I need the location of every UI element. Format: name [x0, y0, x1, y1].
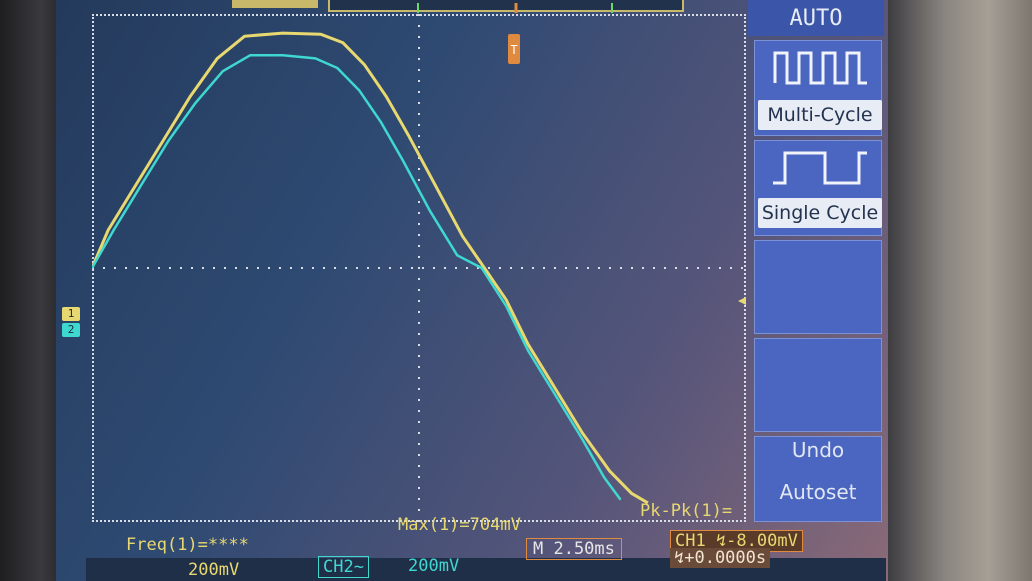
undo-label: Undo	[791, 438, 845, 462]
empty-menu-slot-2	[754, 338, 882, 432]
single-cycle-icon	[773, 151, 867, 185]
pkpk-measurement: Pk-Pk(1)=	[640, 501, 733, 521]
max-measurement: Max(1)=704mV	[398, 515, 521, 535]
side-menu: AUTO Multi-Cycle Single Cycle Undo Autos…	[748, 0, 884, 524]
grid-center-lines	[92, 14, 746, 522]
ch2-scale: 200mV	[408, 556, 460, 576]
trigger-readout: CH1 ↯-8.00mV	[670, 530, 803, 552]
run-status-indicator	[232, 0, 318, 8]
series-ch2-trace	[92, 54, 622, 501]
multi-cycle-icon	[773, 51, 867, 85]
trigger-offset-readout: ↯+0.0000s	[670, 548, 771, 568]
ch1-scale: 200mV	[188, 560, 240, 580]
series-ch1-trace	[92, 31, 649, 505]
waveform-traces	[92, 31, 649, 505]
empty-menu-slot-1	[754, 240, 882, 334]
autoset-label: Autoset	[779, 480, 857, 504]
ch2-ground-marker: 2	[62, 323, 80, 337]
undo-autoset-button[interactable]	[754, 436, 882, 522]
trigger-position-marker: T	[508, 34, 520, 64]
ch1-ground-marker: 1	[62, 307, 80, 321]
single-cycle-label[interactable]: Single Cycle	[758, 198, 882, 228]
device-bezel-right	[886, 0, 1032, 581]
memory-position-marks	[417, 3, 613, 13]
waveform-plot: T	[92, 14, 746, 522]
timebase-readout: M 2.50ms	[526, 538, 622, 560]
freq-measurement: Freq(1)=****	[126, 535, 249, 555]
svg-text:T: T	[510, 43, 517, 57]
menu-title: AUTO	[748, 0, 884, 36]
memory-position-indicator	[328, 0, 684, 13]
trigger-level-marker	[738, 297, 746, 305]
multi-cycle-label[interactable]: Multi-Cycle	[758, 100, 882, 130]
device-bezel-left	[0, 0, 58, 581]
ch2-label: CH2~	[318, 556, 369, 578]
oscilloscope-screen	[56, 0, 888, 581]
